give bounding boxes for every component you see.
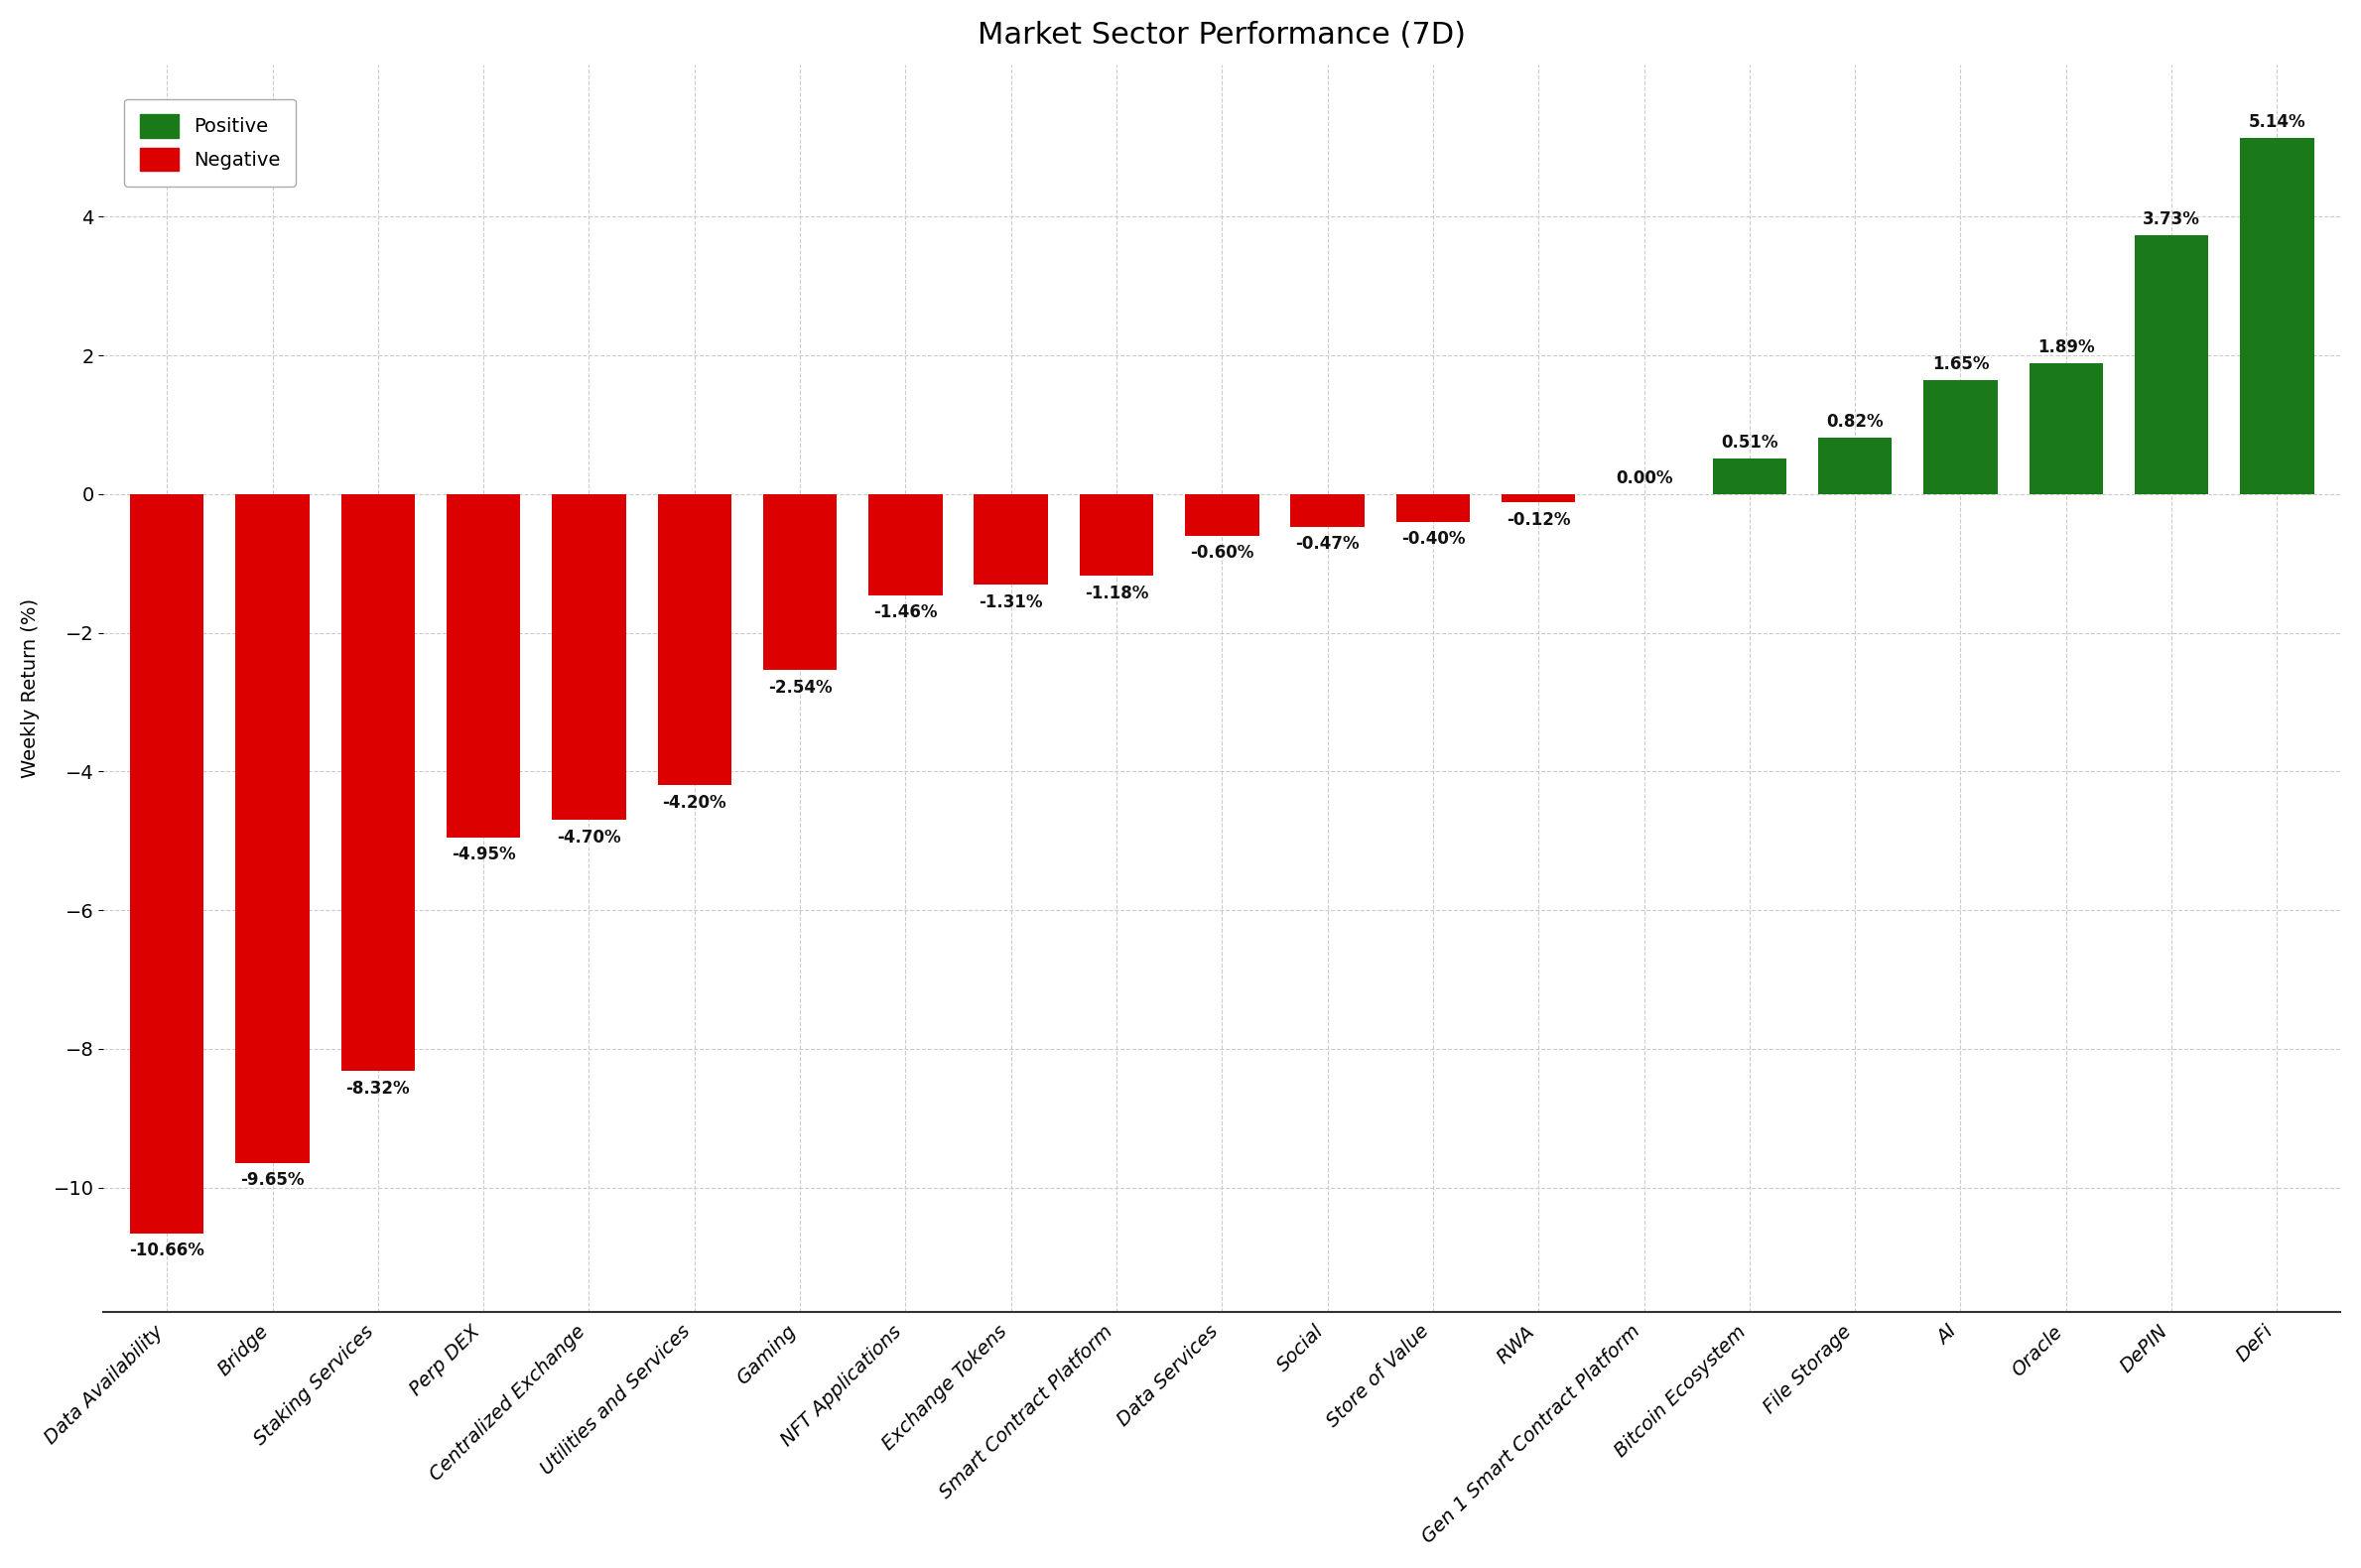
Bar	[1291, 494, 1365, 527]
Bar	[763, 494, 836, 670]
Bar	[340, 494, 416, 1071]
Bar	[1502, 494, 1575, 502]
Bar	[236, 494, 309, 1163]
Bar	[130, 494, 203, 1232]
Bar	[2134, 235, 2208, 494]
Text: -1.46%: -1.46%	[874, 604, 937, 621]
Bar	[659, 494, 732, 786]
Text: -2.54%: -2.54%	[767, 679, 831, 696]
Text: 5.14%: 5.14%	[2248, 113, 2307, 130]
Text: 1.89%: 1.89%	[2038, 339, 2094, 356]
Title: Market Sector Performance (7D): Market Sector Performance (7D)	[977, 20, 1466, 50]
Text: -4.20%: -4.20%	[663, 793, 727, 812]
Text: -0.47%: -0.47%	[1296, 535, 1360, 554]
Bar	[1079, 494, 1155, 575]
Text: -10.66%: -10.66%	[130, 1242, 205, 1259]
Text: -1.31%: -1.31%	[980, 593, 1044, 612]
Text: -8.32%: -8.32%	[347, 1079, 411, 1098]
Bar	[1395, 494, 1471, 522]
Text: -4.95%: -4.95%	[451, 845, 515, 864]
Text: 0.51%: 0.51%	[1721, 434, 1778, 452]
Text: -0.60%: -0.60%	[1190, 544, 1254, 561]
Bar	[2028, 364, 2104, 494]
Text: -9.65%: -9.65%	[241, 1171, 305, 1190]
Text: -0.12%: -0.12%	[1506, 511, 1570, 528]
Text: -4.70%: -4.70%	[557, 828, 621, 847]
Bar	[1818, 437, 1891, 494]
Bar	[869, 494, 942, 596]
Y-axis label: Weekly Return (%): Weekly Return (%)	[21, 599, 40, 778]
Text: 0.00%: 0.00%	[1615, 469, 1672, 488]
Text: 3.73%: 3.73%	[2144, 210, 2200, 229]
Bar	[446, 494, 519, 837]
Text: -0.40%: -0.40%	[1400, 530, 1466, 547]
Legend: Positive, Negative: Positive, Negative	[125, 99, 295, 187]
Text: 0.82%: 0.82%	[1827, 412, 1884, 430]
Bar	[1185, 494, 1258, 536]
Bar	[552, 494, 626, 820]
Text: 1.65%: 1.65%	[1931, 354, 1988, 373]
Text: -1.18%: -1.18%	[1084, 585, 1147, 602]
Bar	[975, 494, 1048, 585]
Bar	[2241, 138, 2314, 494]
Bar	[1924, 379, 1997, 494]
Bar	[1712, 459, 1787, 494]
